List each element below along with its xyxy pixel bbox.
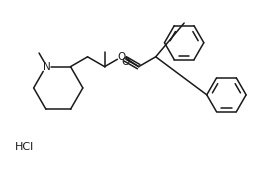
Text: O: O — [117, 52, 126, 62]
Text: N: N — [43, 62, 51, 72]
Text: HCl: HCl — [15, 142, 34, 152]
Text: O: O — [121, 57, 129, 67]
